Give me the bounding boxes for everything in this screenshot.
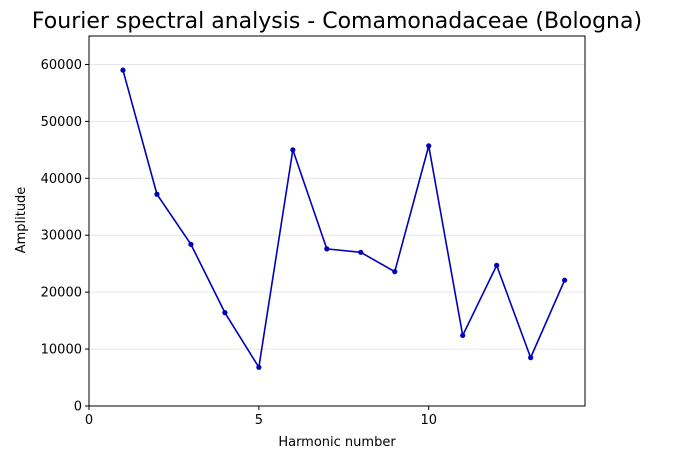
- data-point: [154, 191, 160, 197]
- y-tick-label: 50000: [41, 115, 82, 130]
- x-tick-label: 5: [255, 413, 263, 428]
- y-tick-label: 20000: [41, 286, 82, 301]
- series-line-layer: [122, 69, 566, 369]
- y-axis-label: Amplitude: [14, 187, 29, 254]
- data-point: [494, 262, 500, 268]
- y-tick-label: 30000: [41, 229, 82, 244]
- data-point: [358, 249, 364, 255]
- y-tick-label: 40000: [41, 172, 82, 187]
- x-axis-ticks: 0 5 10: [85, 406, 437, 428]
- y-tick-label: 60000: [41, 58, 82, 73]
- data-point: [528, 355, 534, 361]
- x-tick-label: 0: [85, 413, 93, 428]
- data-point: [324, 246, 330, 252]
- data-point: [392, 269, 398, 275]
- y-axis-ticks: 0 10000 20000 30000 40000 50000 60000: [41, 58, 89, 415]
- y-tick-label: 0: [74, 400, 82, 415]
- data-point: [188, 241, 194, 247]
- series-points: [120, 67, 568, 370]
- gridlines: [89, 63, 585, 350]
- y-tick-label: 10000: [41, 343, 82, 358]
- series-line: [122, 69, 566, 369]
- data-point: [256, 364, 262, 370]
- x-axis-label: Harmonic number: [278, 435, 396, 450]
- x-tick-label: 10: [420, 413, 437, 428]
- data-point: [562, 277, 568, 283]
- chart-title: Fourier spectral analysis - Comamonadace…: [32, 9, 642, 34]
- data-point: [460, 332, 466, 339]
- data-point: [120, 67, 126, 73]
- data-point: [290, 147, 296, 153]
- data-point: [222, 310, 228, 316]
- plot-frame: [88, 35, 586, 407]
- data-point: [426, 143, 432, 149]
